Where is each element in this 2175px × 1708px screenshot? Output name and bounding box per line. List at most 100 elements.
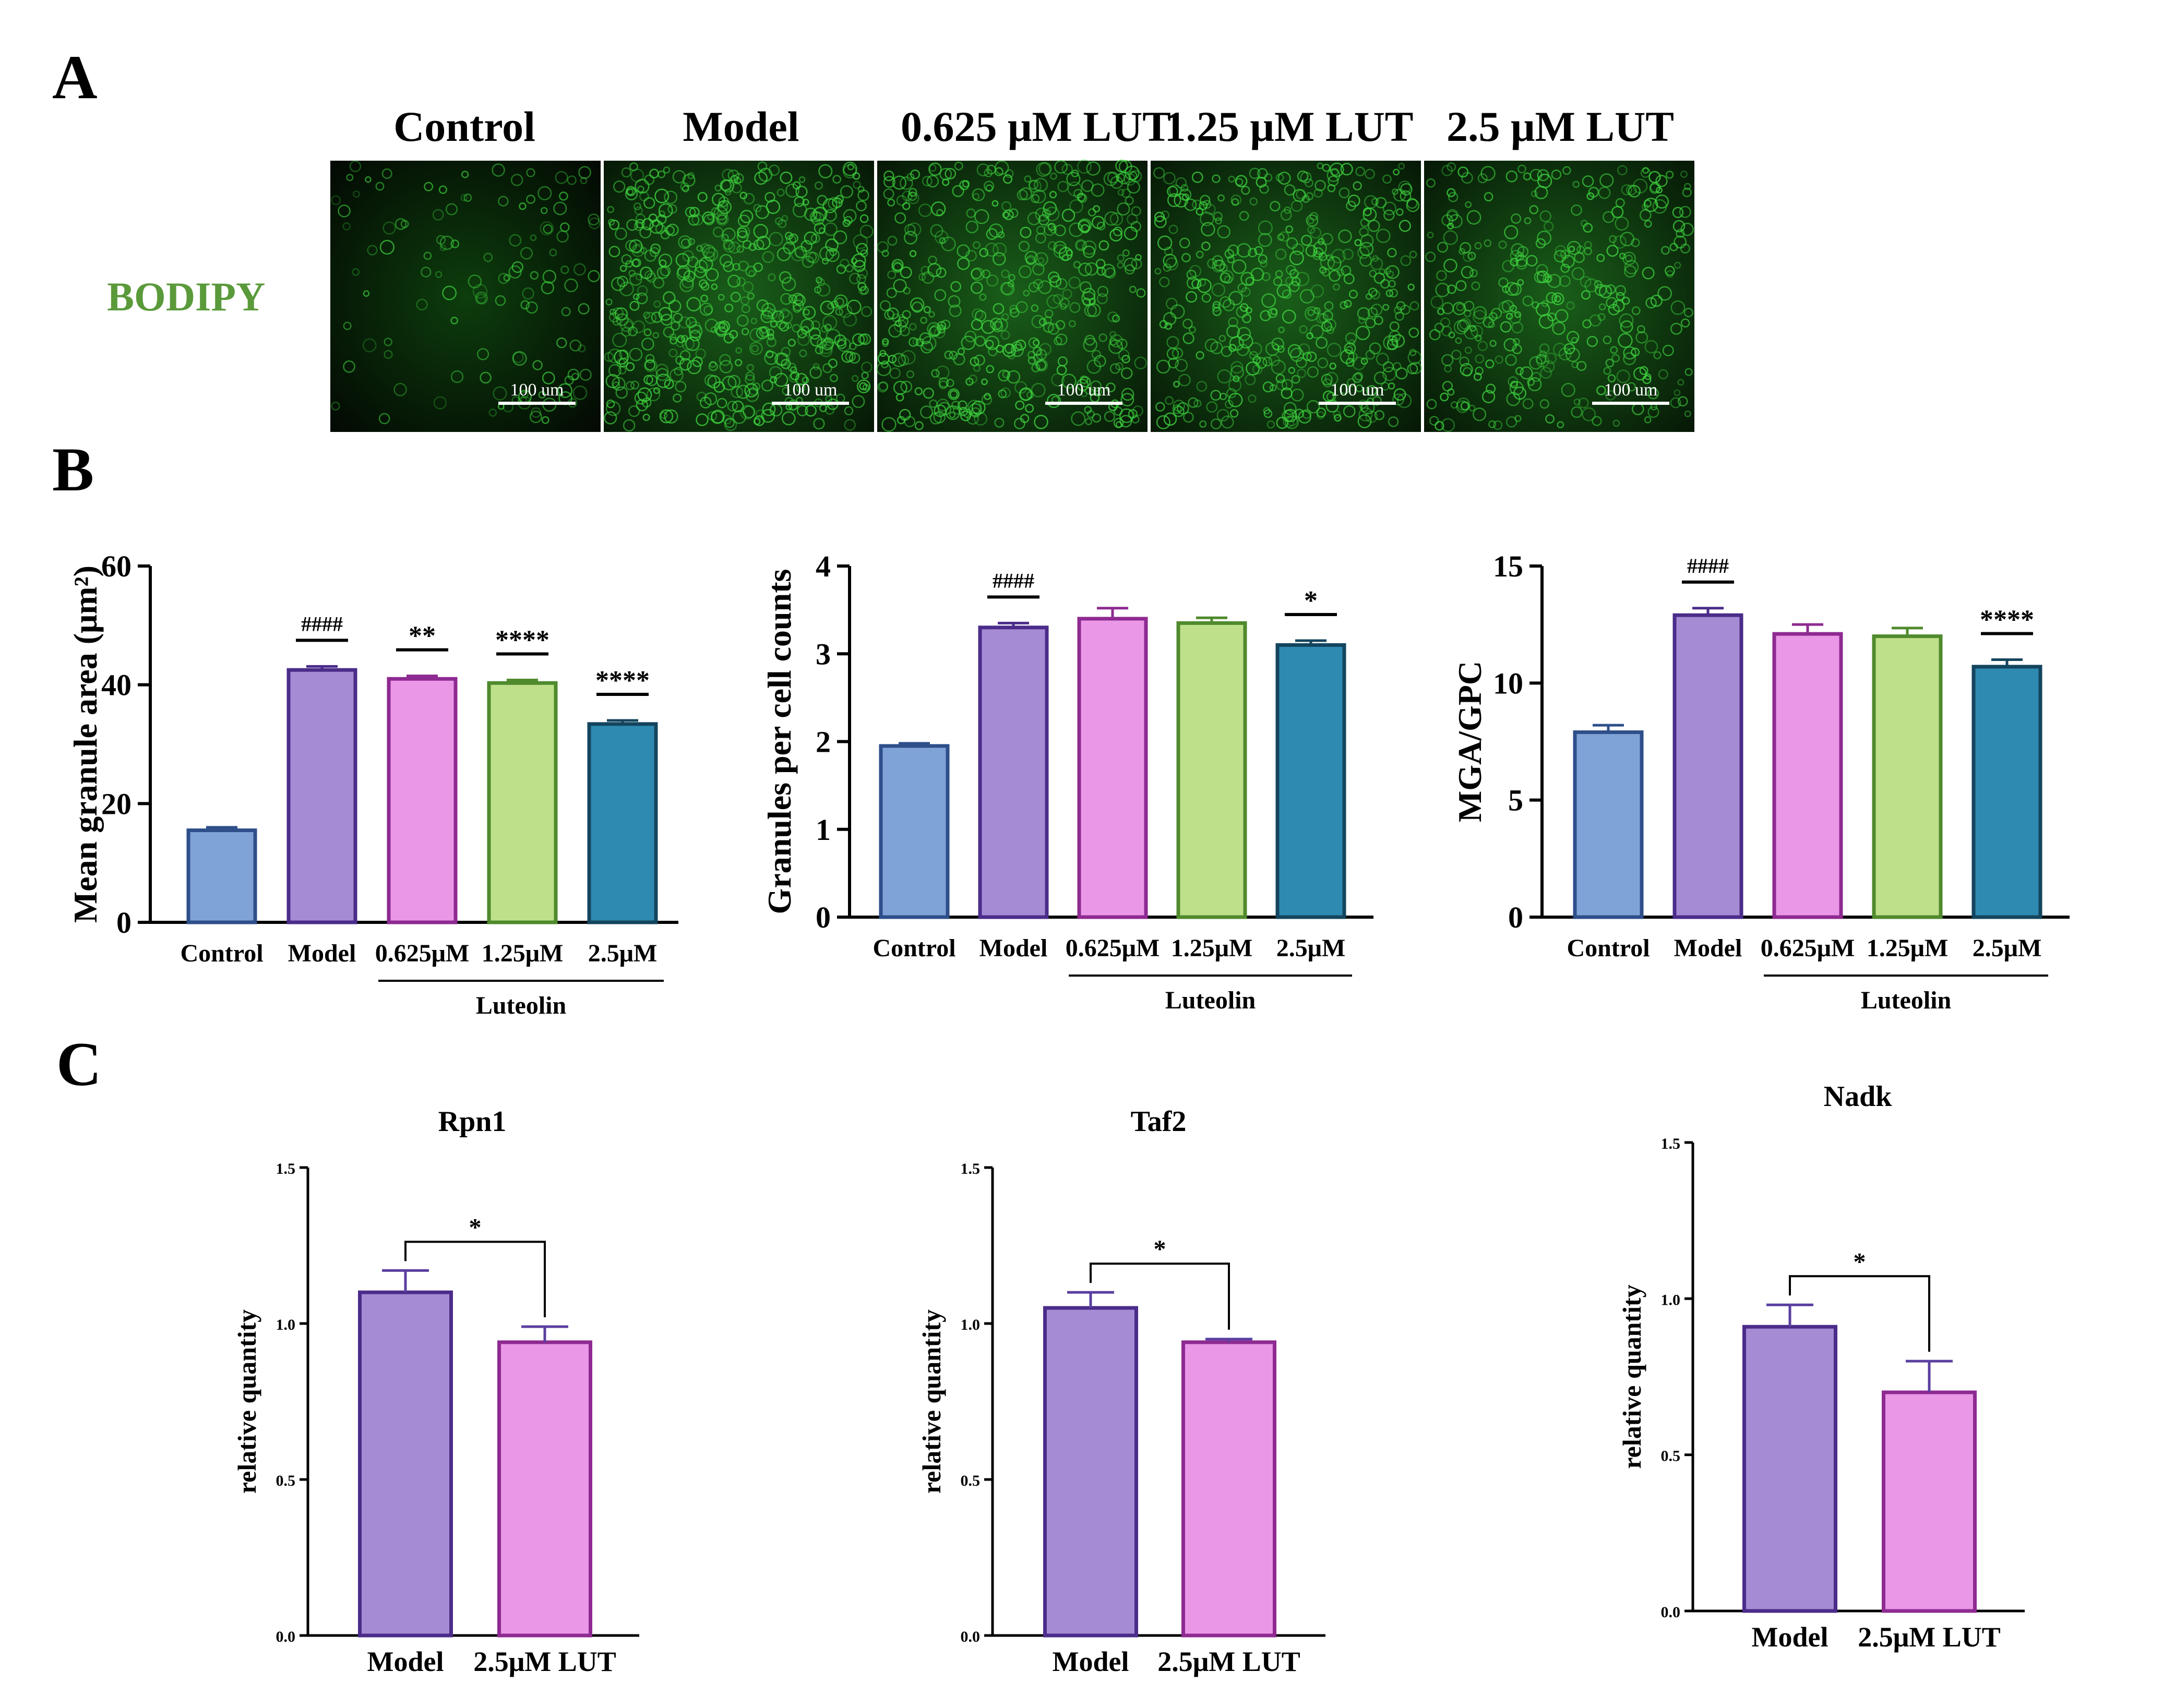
y-tick-label: 60 (101, 549, 132, 583)
y-tick-label: 20 (101, 787, 132, 821)
group-label: Luteolin (476, 992, 566, 1019)
significance-mark: * (1854, 1248, 1866, 1276)
category-label-4: 2.5μM (588, 940, 658, 967)
bar-1 (1672, 613, 1743, 919)
bar-3 (1872, 634, 1943, 919)
bar-0 (1573, 730, 1644, 919)
bar-2 (1077, 617, 1148, 919)
y-tick-label: 1.5 (1661, 1135, 1681, 1152)
micrograph-0 (330, 161, 601, 432)
scale-bar-label-3: 100 um (1331, 380, 1384, 400)
bar-1 (1882, 1390, 1977, 1613)
y-axis-label: Granules per cell counts (761, 569, 798, 915)
y-tick-label: 0 (116, 906, 132, 940)
category-label-3: 1.25μM (1171, 934, 1253, 962)
bar-1 (978, 626, 1049, 919)
significance-mark-1: #### (993, 569, 1034, 592)
category-label-0: Control (873, 934, 955, 962)
category-label-4: 2.5μM (1973, 934, 2042, 962)
category-label-0: Model (1752, 1621, 1829, 1653)
significance-mark-1: #### (1687, 554, 1729, 578)
bar-4 (587, 722, 658, 924)
category-label-0: Model (1053, 1646, 1129, 1677)
bar-3 (1176, 621, 1247, 919)
chart-b-2: 0 5 10 15 MGA/GPC Control Model #### 0.625μM 1.25… (1451, 549, 2070, 1014)
bar-2 (1772, 632, 1843, 919)
column-label-2: 0.625 μM LUT (901, 103, 1171, 150)
chart-c-1: Taf2 0.0 0.5 1.0 1.5 relative quantity Model 2.… (917, 1105, 1325, 1677)
significance-mark: * (1154, 1235, 1166, 1263)
scale-bar-label-4: 100 um (1604, 380, 1658, 400)
category-label-1: Model (1674, 934, 1742, 962)
category-label-2: 0.625μM (1066, 934, 1160, 962)
y-tick-label: 0.5 (276, 1472, 296, 1489)
significance-bracket (404, 1241, 546, 1317)
column-label-1: Model (683, 103, 799, 150)
cell-texture-1 (604, 161, 874, 432)
column-label-4: 2.5 μM LUT (1447, 103, 1674, 150)
category-label-3: 1.25μM (1867, 934, 1949, 962)
y-tick-label: 10 (1493, 666, 1523, 700)
y-axis-label: relative quantity (232, 1309, 261, 1494)
y-tick-label: 1 (816, 813, 831, 847)
y-tick-label: 0.0 (276, 1628, 296, 1645)
cell-texture-4 (1425, 162, 1694, 432)
column-label-0: Control (393, 103, 535, 150)
chart-title: Rpn1 (438, 1105, 507, 1138)
significance-mark-1: #### (301, 612, 343, 635)
bar-4 (1275, 643, 1346, 919)
bar-3 (487, 681, 558, 924)
group-label: Luteolin (1165, 987, 1256, 1014)
y-tick-label: 3 (816, 637, 831, 671)
column-label-3: 1.25 μM LUT (1165, 103, 1414, 150)
y-tick-label: 15 (1493, 549, 1523, 583)
chart-title: Nadk (1824, 1080, 1893, 1113)
y-tick-label: 1.0 (961, 1316, 981, 1333)
y-tick-label: 0.0 (961, 1628, 981, 1645)
bar-1 (497, 1340, 592, 1638)
category-label-1: Model (979, 934, 1048, 962)
y-tick-label: 1.0 (276, 1316, 296, 1333)
bar-0 (879, 744, 950, 919)
y-tick-label: 5 (1508, 784, 1523, 817)
category-label-1: 2.5μM LUT (1157, 1646, 1300, 1677)
y-tick-label: 0.5 (961, 1472, 981, 1489)
y-axis-label: relative quantity (1617, 1284, 1646, 1469)
y-tick-label: 0.0 (1661, 1604, 1681, 1621)
significance-mark-3: **** (495, 626, 549, 655)
bar-0 (186, 828, 257, 924)
y-axis-label: Mean granule area (μm²) (67, 566, 104, 923)
y-tick-label: 0 (1508, 900, 1523, 934)
y-tick-label: 2 (816, 725, 831, 759)
panel-label-c: C (56, 1029, 102, 1099)
category-label-0: Model (367, 1646, 444, 1677)
y-axis-label: MGA/GPC (1451, 661, 1488, 822)
y-tick-label: 1.5 (276, 1160, 296, 1177)
y-tick-label: 0 (816, 900, 831, 934)
category-label-2: 0.625μM (1761, 934, 1855, 962)
chart-c-2: Nadk 0.0 0.5 1.0 1.5 relative quantity Model 2.… (1617, 1080, 2025, 1653)
category-label-1: Model (288, 940, 356, 967)
bar-0 (1742, 1325, 1837, 1613)
scale-bar-label-2: 100 um (1057, 380, 1111, 400)
significance-bracket (1090, 1262, 1230, 1330)
y-tick-label: 0.5 (1661, 1448, 1681, 1465)
scale-bar-label-0: 100 um (510, 380, 564, 400)
significance-mark: * (469, 1213, 482, 1241)
significance-mark-4: * (1304, 586, 1318, 616)
significance-mark-2: ** (409, 621, 436, 651)
bar-0 (1043, 1306, 1138, 1638)
category-label-1: 2.5μM LUT (473, 1646, 616, 1677)
panel-label-a: A (52, 42, 98, 112)
bodipy-row-label: BODIPY (107, 274, 265, 319)
category-label-2: 0.625μM (375, 940, 470, 967)
y-tick-label: 1.5 (961, 1160, 981, 1177)
cell-texture-3 (1153, 162, 1422, 430)
significance-bracket (1789, 1275, 1930, 1352)
panel-a-microscopy: BODIPY Control 100 um Model 100 um 0.625 μM … (107, 103, 1694, 432)
panel-label-b: B (52, 435, 94, 504)
y-tick-label: 40 (101, 668, 132, 702)
y-axis-label: relative quantity (917, 1309, 946, 1494)
